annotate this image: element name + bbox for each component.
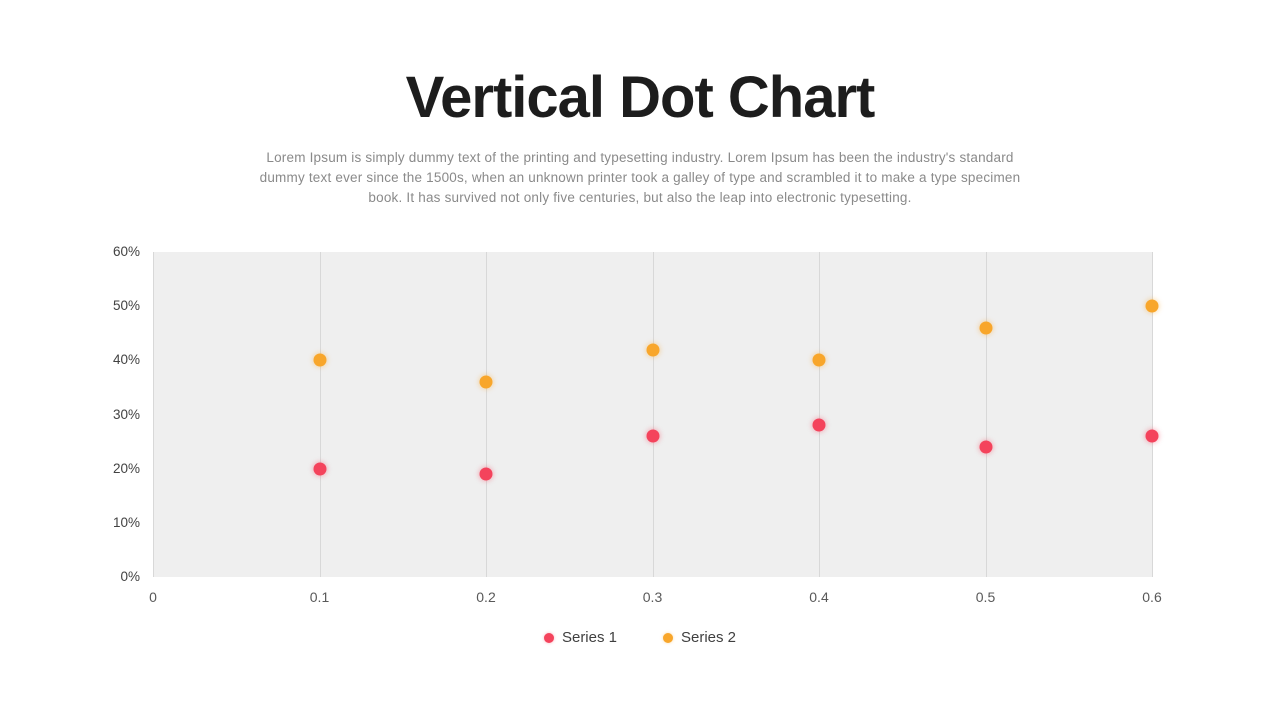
y-tick-label: 60% [112, 244, 140, 259]
page-title: Vertical Dot Chart [405, 65, 876, 130]
data-dot-series-1[interactable] [979, 440, 992, 454]
series-1-swatch-icon [543, 633, 554, 643]
data-dot-series-2[interactable] [479, 375, 493, 389]
data-dot-series-1[interactable] [646, 429, 659, 443]
y-tick-label: 50% [112, 298, 140, 314]
y-tick-label: 0% [120, 569, 140, 584]
description-line: book. It has survived not only five cent… [368, 190, 912, 205]
gridline [153, 252, 154, 577]
x-tick-label: 0 [149, 589, 157, 605]
data-dot-series-1[interactable] [1145, 429, 1159, 443]
x-axis-labels: 0 0.1 0.2 0.3 0.4 0.5 0.6 [149, 588, 1162, 608]
x-tick-label: 0.6 [1142, 589, 1162, 605]
description-line: dummy text ever since the 1500s, when an… [259, 170, 1021, 185]
data-dot-series-1[interactable] [479, 467, 493, 481]
data-dot-series-2[interactable] [812, 353, 826, 367]
slide-description: Lorem Ipsum is simply dummy text of the … [0, 148, 1280, 208]
series-2-swatch-icon [663, 633, 673, 643]
data-dot-series-1[interactable] [313, 462, 326, 476]
legend-label-series-1: Series 1 [561, 629, 617, 646]
data-dot-series-2[interactable] [646, 343, 659, 356]
legend-item-series-1[interactable]: Series 1 [543, 628, 617, 648]
gridline [1152, 252, 1153, 577]
gridline [819, 252, 820, 577]
data-dot-series-1[interactable] [812, 418, 826, 432]
x-tick-label: 0.5 [975, 589, 996, 605]
y-tick-label: 30% [112, 406, 140, 422]
description-line: Lorem Ipsum is simply dummy text of the … [266, 150, 1014, 165]
data-dot-series-2[interactable] [313, 353, 326, 367]
plot-area [153, 252, 1159, 577]
gridline [652, 252, 654, 577]
legend-item-series-2[interactable]: Series 2 [663, 628, 736, 648]
x-tick-label: 0.4 [809, 589, 829, 605]
chart-legend: Series 1 Series 2 [0, 628, 1280, 648]
x-tick-label: 0.3 [642, 589, 663, 605]
gridline [486, 252, 487, 577]
y-tick-label: 20% [112, 460, 140, 476]
data-dot-series-2[interactable] [979, 321, 992, 335]
y-tick-label: 10% [112, 514, 140, 530]
gridline [985, 252, 987, 577]
gridline [319, 252, 321, 577]
legend-label-series-2: Series 2 [681, 629, 737, 646]
y-tick-label: 40% [112, 352, 140, 368]
x-tick-label: 0.2 [476, 589, 496, 605]
x-tick-label: 0.1 [309, 589, 330, 605]
y-axis-labels: 0% 10% 20% 30% 40% 50% 60% [0, 244, 140, 584]
data-dot-series-2[interactable] [1145, 299, 1159, 313]
